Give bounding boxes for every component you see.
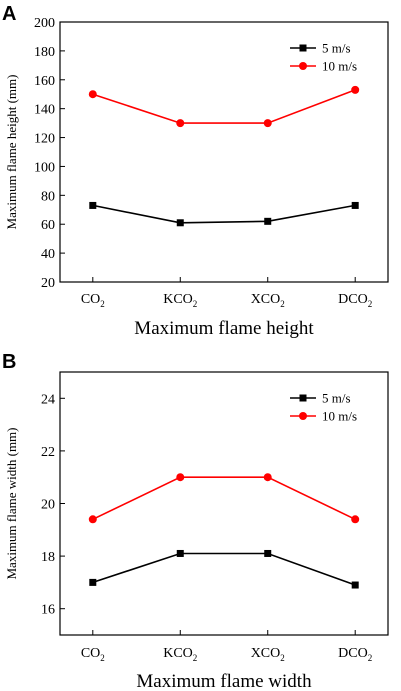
series-line xyxy=(92,204,356,224)
data-point-square xyxy=(89,578,97,586)
data-point-circle xyxy=(176,473,185,482)
y-tick-label: 60 xyxy=(41,218,55,233)
y-tick-label: 80 xyxy=(41,189,55,204)
y-tick-label: 24 xyxy=(41,392,55,407)
legend-label: 5 m/s xyxy=(322,391,351,406)
series-line xyxy=(92,552,356,586)
data-point-circle xyxy=(351,515,360,524)
y-tick-label: 140 xyxy=(34,103,55,118)
legend-marker-circle xyxy=(299,412,307,420)
data-point-circle xyxy=(88,515,97,524)
x-axis-title: Maximum flame width xyxy=(136,671,312,691)
x-tick-label: XCO2 xyxy=(251,646,285,663)
data-point-circle xyxy=(88,90,97,99)
x-tick-label: XCO2 xyxy=(251,292,285,309)
y-tick-label: 180 xyxy=(34,45,55,60)
panel-b: B 16 18 20 22 24 CO2 KCO2 XCO2 DCO2 Maximum flame … xyxy=(2,351,389,691)
series-line xyxy=(92,476,356,521)
data-point-square xyxy=(351,581,359,589)
y-tick-label: 100 xyxy=(34,160,55,175)
x-tick-label: KCO2 xyxy=(163,292,197,309)
legend-label: 10 m/s xyxy=(322,409,357,424)
y-tick-label: 120 xyxy=(34,132,55,147)
data-point-square xyxy=(351,201,359,209)
legend-marker-square xyxy=(299,44,307,52)
panel-letter: A xyxy=(2,3,16,25)
y-tick-label: 22 xyxy=(41,445,55,460)
legend-label: 5 m/s xyxy=(322,41,351,56)
y-tick-label: 20 xyxy=(41,498,55,513)
y-axis-title: Maximum flame height (mm) xyxy=(4,75,19,230)
data-point-square xyxy=(264,217,272,225)
data-point-circle xyxy=(176,119,185,128)
y-tick-label: 200 xyxy=(34,16,55,31)
y-tick-label: 18 xyxy=(41,550,55,565)
x-tick-label: DCO2 xyxy=(338,292,372,309)
plot-frame xyxy=(59,21,389,283)
y-tick-label: 40 xyxy=(41,247,55,262)
x-tick-label: CO2 xyxy=(81,646,105,663)
x-tick-label: DCO2 xyxy=(338,646,372,663)
y-axis-title: Maximum flame width (mm) xyxy=(4,427,19,579)
y-tick-label: 160 xyxy=(34,74,55,89)
x-axis-title: Maximum flame height xyxy=(134,318,314,339)
data-point-square xyxy=(89,201,97,209)
x-tick-label: KCO2 xyxy=(163,646,197,663)
legend-label: 10 m/s xyxy=(322,59,357,74)
panel-letter: B xyxy=(2,351,16,373)
legend-marker-circle xyxy=(299,62,307,70)
data-point-circle xyxy=(263,119,272,128)
legend-marker-square xyxy=(299,394,307,402)
panel-a: A 20 40 60 80 100 120 140 160 180 200 CO2 KCO2 XCO2 DC… xyxy=(2,3,389,339)
x-tick-label: CO2 xyxy=(81,292,105,309)
series-line xyxy=(92,89,356,124)
data-point-square xyxy=(176,549,184,557)
data-point-circle xyxy=(351,85,360,94)
data-point-square xyxy=(176,219,184,227)
data-point-circle xyxy=(263,473,272,482)
y-tick-label: 20 xyxy=(41,276,55,291)
data-point-square xyxy=(264,549,272,557)
y-tick-label: 16 xyxy=(41,603,55,618)
